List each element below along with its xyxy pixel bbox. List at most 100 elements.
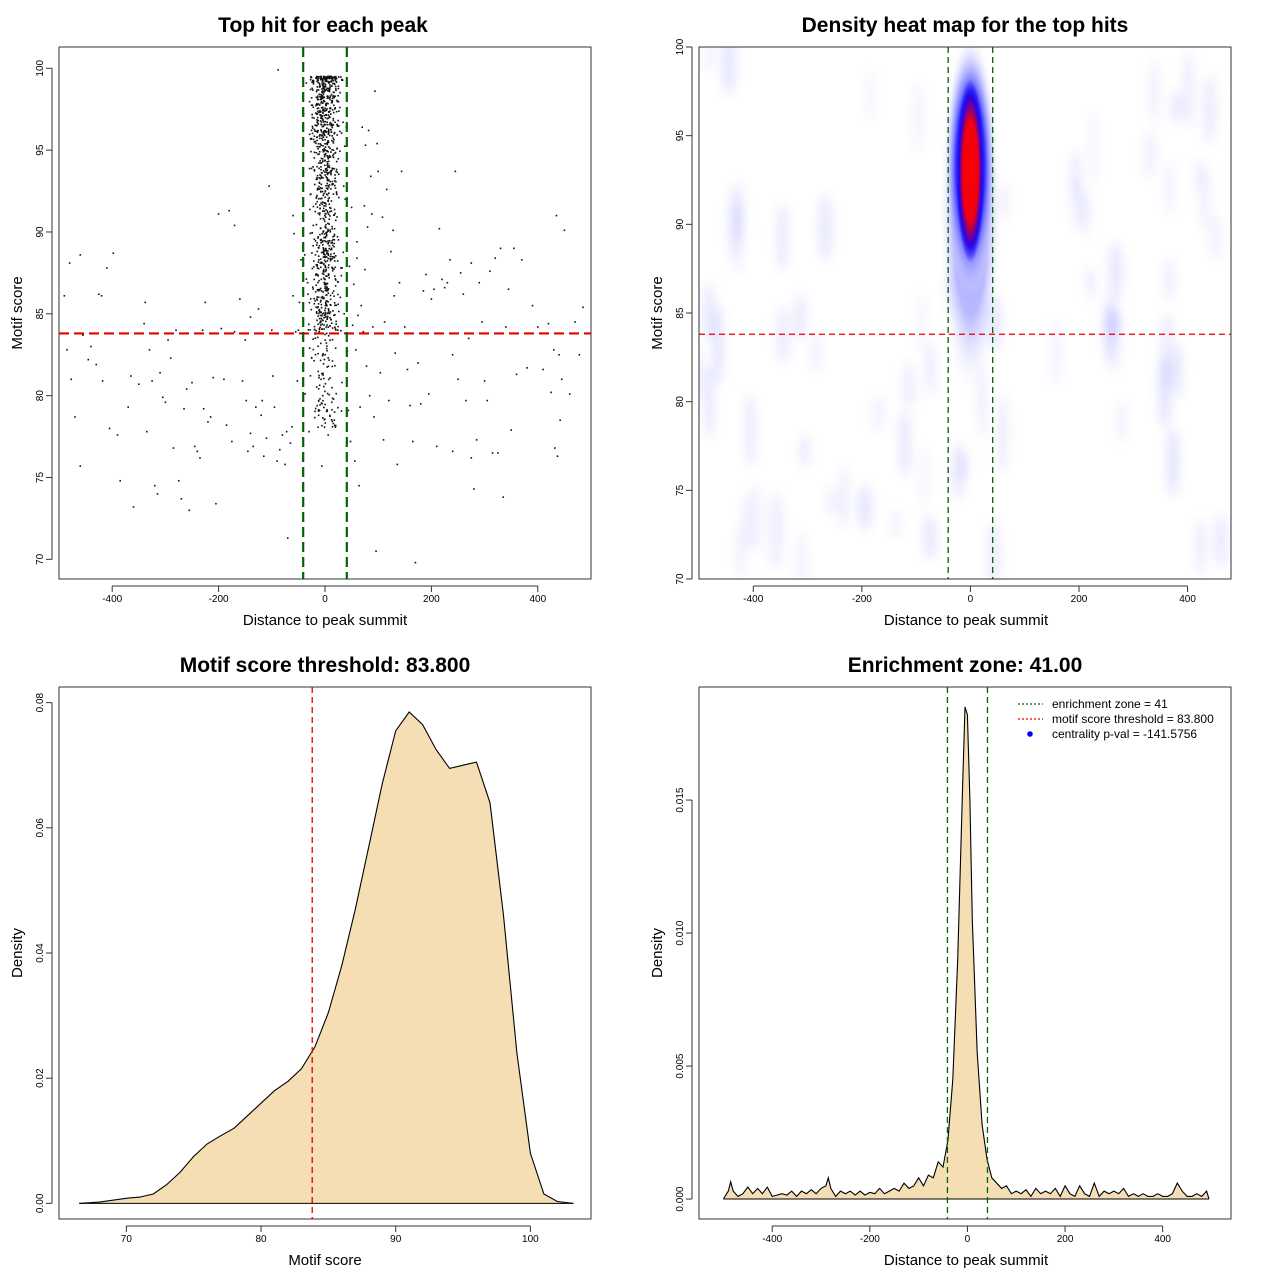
scatter-point: [314, 300, 316, 302]
scatter-point: [332, 79, 335, 82]
scatter-point: [315, 312, 318, 314]
scatter-point: [330, 172, 332, 175]
scatter-point: [329, 98, 331, 101]
scatter-point: [317, 153, 319, 156]
scatter-point: [331, 85, 333, 87]
heatmap-faint-blob: [794, 532, 808, 579]
scatter-point: [326, 317, 329, 319]
scatter-point: [325, 136, 328, 139]
scatter-point: [331, 180, 334, 183]
scatter-point: [312, 166, 314, 168]
scatter-point: [316, 78, 319, 81]
scatter-point: [321, 94, 324, 97]
scatter-point: [320, 93, 322, 96]
scatter-point: [320, 183, 323, 186]
density-curve: [722, 706, 1210, 1200]
scatter-point: [330, 131, 333, 133]
scatter-point: [317, 129, 319, 132]
scatter-point: [322, 399, 324, 402]
scatter-point: [320, 290, 323, 292]
scatter-point: [333, 256, 335, 258]
scatter-point: [364, 268, 366, 271]
scatter-point: [327, 252, 329, 255]
scatter-point: [322, 269, 325, 272]
scatter-point: [332, 117, 335, 120]
scatter-point: [409, 404, 411, 407]
scatter-point: [330, 128, 332, 131]
scatter-point: [393, 295, 395, 297]
scatter-point: [325, 249, 327, 252]
scatter-point: [319, 197, 322, 200]
scatter-point: [329, 415, 331, 418]
scatter-point: [388, 399, 390, 402]
scatter-point: [317, 426, 319, 429]
score-density-axes: 70 80 90 100 0.00 0.02 0.04 0.06 0.08: [35, 692, 539, 1245]
scatter-point: [315, 244, 318, 246]
scatter-point: [309, 88, 312, 91]
scatter-point: [329, 259, 332, 262]
scatter-point: [322, 251, 324, 254]
scatter-point: [327, 117, 330, 120]
scatter-point: [319, 75, 322, 78]
scatter-point: [320, 98, 323, 101]
scatter-point: [330, 248, 333, 251]
scatter-point: [320, 378, 322, 381]
scatter-point: [332, 137, 335, 139]
scatter-point: [318, 328, 321, 331]
scatter-point: [331, 239, 333, 242]
scatter-point: [316, 336, 319, 339]
heatmap-faint-blob: [1202, 74, 1217, 145]
scatter-point: [335, 279, 337, 281]
scatter-point: [300, 259, 302, 261]
scatter-point: [340, 76, 342, 78]
y-tick-label: 90: [675, 218, 686, 230]
scatter-point: [319, 326, 321, 329]
scatter-point: [308, 430, 310, 433]
scatter-point: [324, 339, 326, 342]
y-tick-label: 100: [35, 60, 46, 77]
scatter-point: [317, 98, 319, 101]
scatter-point: [329, 113, 332, 115]
scatter-point: [327, 157, 329, 160]
scatter-point: [331, 397, 334, 400]
scatter-point: [317, 414, 320, 417]
scatter-point: [317, 255, 320, 257]
scatter-point: [315, 178, 318, 181]
scatter-point: [334, 219, 337, 222]
scatter-point: [310, 356, 313, 359]
x-tick-label: 0: [968, 594, 974, 605]
heatmap-faint-blob: [1199, 161, 1210, 231]
scatter-point: [324, 278, 326, 281]
heatmap-axes: -400 -200 0 200 400 70 75 80 85 90 95 100: [675, 38, 1196, 605]
scatter-point: [324, 287, 326, 289]
scatter-point: [319, 114, 321, 116]
scatter-point: [320, 251, 323, 254]
scatter-point: [322, 374, 324, 376]
heatmap-faint-blob: [891, 509, 901, 539]
scatter-point: [333, 104, 335, 107]
scatter-point: [130, 375, 132, 377]
x-tick-label: 0: [965, 1234, 971, 1245]
scatter-point: [172, 447, 175, 449]
scatter-point: [223, 378, 225, 381]
scatter-point: [324, 282, 327, 285]
scatter-point: [337, 157, 340, 160]
scatter-point: [486, 399, 489, 402]
heatmap-faint-blob: [817, 194, 834, 262]
scatter-point: [312, 89, 314, 91]
scatter-point: [323, 268, 325, 271]
scatter-point: [337, 119, 340, 122]
scatter-point: [317, 103, 320, 105]
scatter-point: [320, 202, 322, 204]
y-tick-label: 85: [35, 308, 46, 320]
heatmap-faint-blob: [799, 433, 810, 469]
density-area: [79, 712, 574, 1204]
scatter-point: [454, 170, 457, 173]
heatmap-faint-blob: [1070, 150, 1082, 201]
scatter-point: [312, 286, 314, 289]
scatter-point: [328, 155, 331, 157]
scatter-point: [406, 368, 409, 371]
heatmap-faint-blob: [1142, 129, 1158, 179]
scatter-point: [202, 407, 205, 410]
scatter-point: [317, 370, 320, 373]
